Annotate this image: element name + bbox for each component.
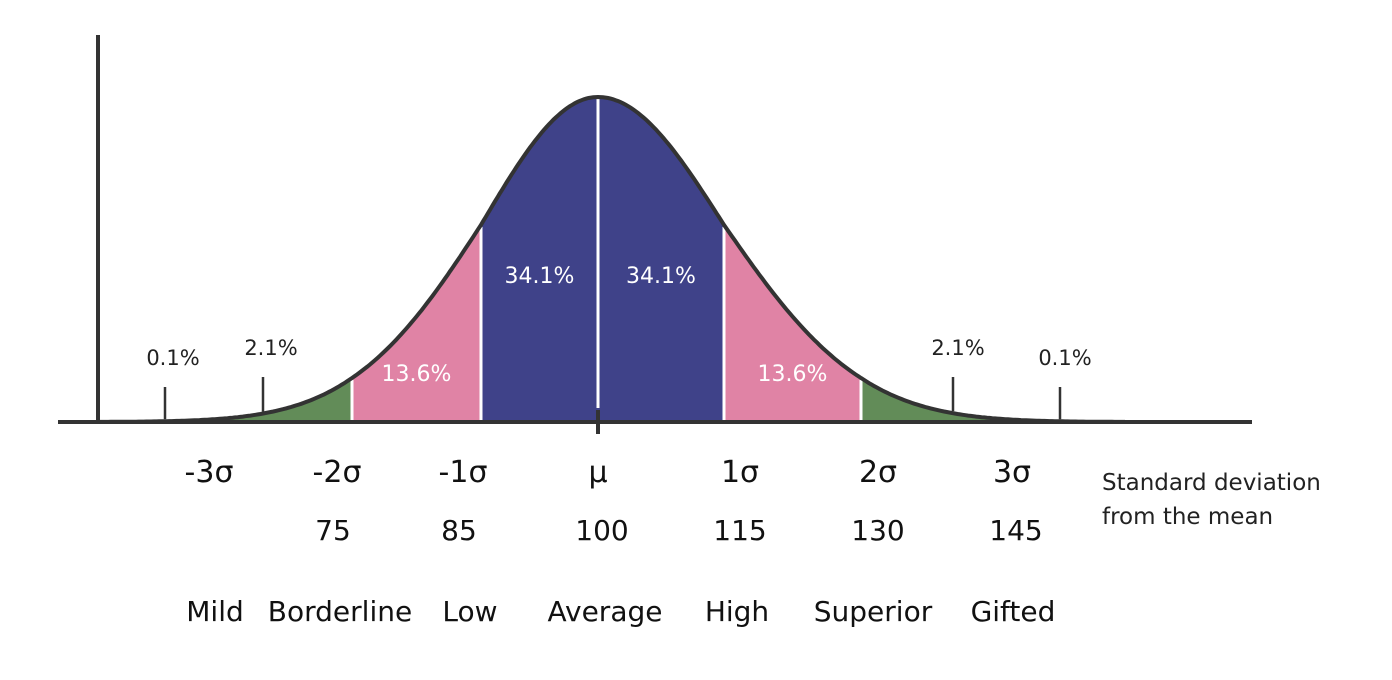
percent-label-3: 34.1% — [505, 264, 575, 289]
percent-label-7: 0.1% — [1038, 346, 1091, 370]
percent-label-5: 13.6% — [758, 362, 828, 387]
percent-label-0: 0.1% — [146, 346, 199, 370]
region-1 — [225, 378, 352, 422]
percent-label-1: 2.1% — [244, 336, 297, 360]
region-3 — [481, 97, 598, 422]
score-label: 100 — [575, 514, 628, 547]
region-4 — [598, 97, 724, 422]
x-axis-label-line1: Standard deviation — [1102, 470, 1321, 496]
score-label: 115 — [713, 514, 766, 547]
category-label: High — [705, 595, 769, 628]
region-6 — [861, 378, 995, 422]
sigma-label: -1σ — [439, 455, 488, 490]
category-label: Low — [442, 595, 497, 628]
category-label: Gifted — [971, 595, 1056, 628]
sigma-label: -3σ — [185, 455, 234, 490]
category-label: Average — [548, 595, 663, 628]
category-label: Superior — [814, 595, 933, 628]
score-label: 85 — [441, 514, 477, 547]
sigma-label: -2σ — [313, 455, 362, 490]
percent-label-2: 13.6% — [382, 362, 452, 387]
bell-curve-line — [98, 94, 1125, 424]
x-axis-label-line2: from the mean — [1102, 504, 1273, 530]
sigma-label: 2σ — [859, 455, 897, 490]
sigma-label: 3σ — [993, 455, 1031, 490]
score-label: 75 — [315, 514, 351, 547]
sigma-label: μ — [588, 455, 607, 490]
category-label: Borderline — [268, 595, 412, 628]
category-label: Mild — [186, 595, 244, 628]
percent-label-6: 2.1% — [931, 336, 984, 360]
score-label: 145 — [989, 514, 1042, 547]
score-label: 130 — [851, 514, 904, 547]
percent-label-4: 34.1% — [626, 264, 696, 289]
sigma-label: 1σ — [721, 455, 759, 490]
